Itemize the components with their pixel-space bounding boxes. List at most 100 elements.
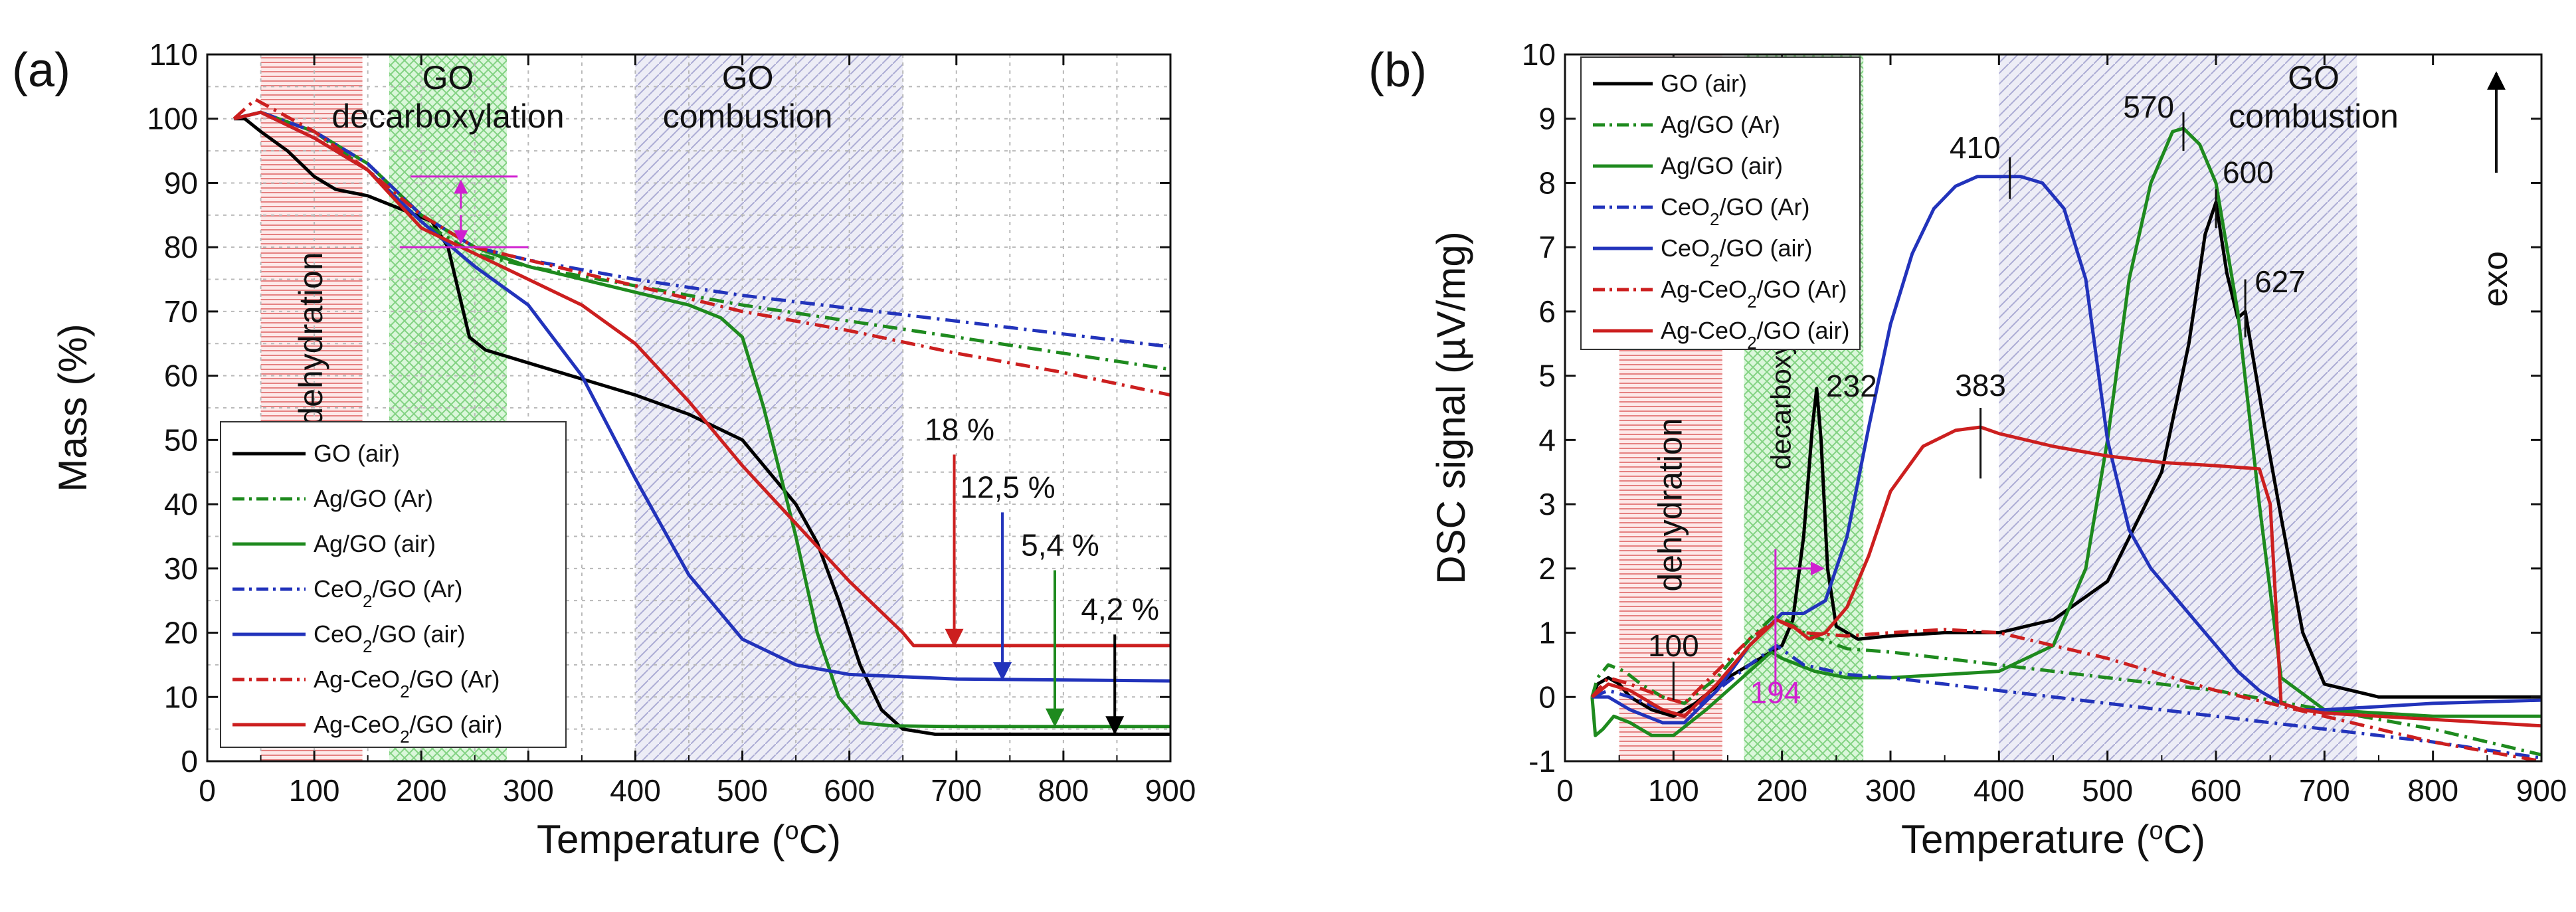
y-tick-label: 4 [1538,422,1556,457]
x-tick-label: 600 [2191,773,2242,808]
series-line-ag-ceo2-go-air [233,110,1170,648]
legend-label-ceo2-go-air: CeO2/GO (air) [1661,234,1813,270]
peak-label-570: 570 [2123,90,2174,124]
x-tick-label: 0 [1556,773,1574,808]
legend-label-go-air: GO (air) [1661,70,1747,97]
legend-label-ag-go-ar: Ag/GO (Ar) [314,485,433,512]
y-tick-label: 10 [1522,37,1556,72]
y-tick-label: 2 [1538,551,1556,586]
legend-label-go-air: GO (air) [314,440,400,467]
y-tick-label: 6 [1538,294,1556,329]
series-line-ag-ceo2-go-ar [232,98,1170,397]
x-tick-label: 100 [289,773,340,808]
legend-label-ag-ceo2-go-air: Ag-CeO2/GO (air) [1661,317,1850,353]
x-tick-label: 900 [1145,773,1196,808]
region-label-combustion: combustion [663,98,833,135]
x-tick-label: 0 [199,773,216,808]
x-tick-label: 700 [2299,773,2350,808]
region-label-decarboxylation: decarboxylation [331,98,564,135]
y-tick-label: -1 [1528,744,1556,778]
legend-label-ag-ceo2-go-air: Ag-CeO2/GO (air) [314,711,503,747]
legend: GO (air) Ag/GO (Ar) Ag/GO (air) CeO2/GO (Ar… [1580,56,1861,353]
legend-label-ag-go-air: Ag/GO (air) [1661,152,1783,179]
x-tick-label: 800 [2407,773,2458,808]
x-tick-label: 600 [824,773,875,808]
region-label-dehydration: dehydration [292,252,329,425]
region-label-combustion: combustion [2229,98,2399,135]
x-tick-label: 100 [1648,773,1699,808]
panel-a-tga-chart: dehydrationGOdecarboxylationGOcombustion… [12,37,1196,862]
mass-loss-label-5-4: 5,4 % [1021,527,1099,562]
peak-label-232: 232 [1826,369,1877,403]
y-tick-label: 80 [164,230,198,264]
legend-label-ag-go-ar: Ag/GO (Ar) [1661,111,1780,138]
y-tick-label: 5 [1538,359,1556,393]
x-axis-label: Temperature (oC) [537,817,841,862]
x-tick-label: 500 [717,773,768,808]
panel-label: (b) [1368,44,1427,97]
series-line-ag-go-air [1590,126,2541,737]
series-group [1590,126,2541,761]
region-label-dehydration: dehydration [1651,418,1689,591]
y-tick-label: 110 [149,37,198,72]
x-tick-label: 900 [2516,773,2567,808]
y-tick-label: 7 [1538,230,1556,264]
legend-label-ag-ceo2-go-ar: Ag-CeO2/GO (Ar) [314,666,500,701]
region-label-go: GO [2288,59,2340,96]
x-tick-label: 300 [503,773,554,808]
y-axis-label: Mass (%) [50,323,95,492]
y-tick-label: 0 [181,744,198,778]
y-tick-label: 30 [164,551,198,586]
series-group [232,98,1170,736]
x-tick-label: 400 [610,773,661,808]
x-axis-label: Temperature (oC) [1901,817,2205,862]
legend-label-ceo2-go-ar: CeO2/GO (Ar) [1661,193,1809,229]
peak-label-600: 600 [2223,155,2274,189]
legend-label-ag-go-air: Ag/GO (air) [314,530,436,557]
panel-label: (a) [12,44,70,97]
y-tick-label: 50 [164,422,198,457]
y-tick-label: 1 [1538,616,1556,650]
series-line-go-air [234,117,1170,736]
x-tick-label: 500 [2082,773,2133,808]
mass-loss-label-18: 18 % [925,412,994,446]
y-tick-label: 0 [1538,680,1556,714]
y-tick-label: 9 [1538,102,1556,136]
x-tick-label: 200 [1756,773,1807,808]
y-axis-label: DSC signal (µV/mg) [1429,231,1473,584]
x-tick-label: 300 [1865,773,1916,808]
mass-loss-label-12-5: 12,5 % [960,470,1055,504]
y-tick-label: 40 [164,487,198,521]
series-line-ceo2-go-ar [233,110,1170,349]
mass-loss-label-4-2: 4,2 % [1081,592,1159,626]
legend-label-ag-ceo2-go-ar: Ag-CeO2/GO (Ar) [1661,276,1847,312]
region-go-combustion [1999,54,2357,761]
peak-label-627: 627 [2254,264,2306,299]
y-tick-label: 100 [147,102,198,136]
series-line-ag-ceo2-go-air [1591,425,2541,728]
legend: GO (air) Ag/GO (Ar) Ag/GO (air) CeO2/GO (Ar… [220,421,567,748]
y-tick-label: 20 [164,616,198,650]
peak-label-410: 410 [1950,130,2001,165]
y-tick-label: 90 [164,165,198,200]
legend-box [220,421,567,748]
y-tick-label: 3 [1538,487,1556,521]
exo-label: exo [2476,251,2515,307]
series-line-ceo2-go-ar [1591,644,2541,760]
y-tick-label: 70 [164,294,198,329]
legend-label-ceo2-go-ar: CeO2/GO (Ar) [314,575,462,611]
peak-label-383: 383 [1955,368,2006,403]
legend-label-ceo2-go-air: CeO2/GO (air) [314,620,466,656]
x-tick-label: 200 [396,773,447,808]
y-tick-label: 60 [164,359,198,393]
x-tick-label: 400 [1974,773,2025,808]
peak-label-100: 100 [1648,628,1699,663]
y-tick-label: 10 [164,680,198,714]
x-tick-label: 800 [1038,773,1089,808]
x-tick-label: 700 [931,773,982,808]
region-label-go: GO [422,59,474,96]
legend-box [1580,56,1861,350]
y-tick-label: 8 [1538,165,1556,200]
